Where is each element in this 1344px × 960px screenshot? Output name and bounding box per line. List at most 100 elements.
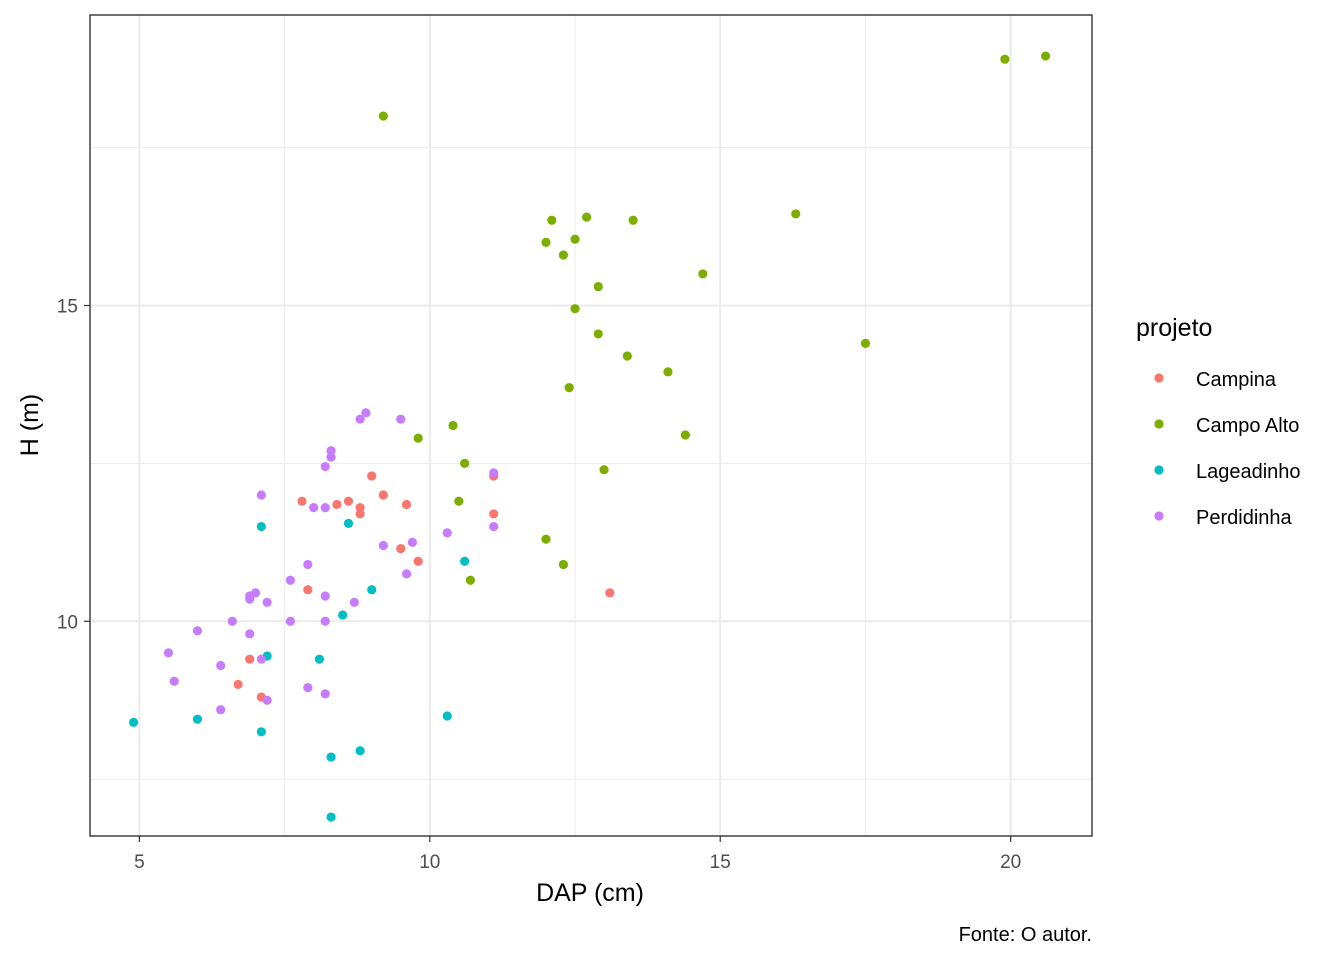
point-campo-alto	[570, 234, 580, 244]
point-campo-alto	[558, 250, 569, 260]
point-campina	[233, 679, 243, 690]
point-lageadinho	[128, 717, 139, 727]
point-campo-alto	[454, 496, 464, 506]
point-perdidinha	[256, 654, 266, 664]
point-perdidinha	[361, 408, 371, 418]
point-perdidinha	[216, 705, 226, 715]
x-tick-label: 20	[1000, 852, 1021, 873]
point-campo-alto	[541, 237, 551, 247]
point-lageadinho	[442, 711, 452, 721]
point-perdidinha	[309, 503, 319, 513]
point-perdidinha	[320, 616, 330, 626]
point-campo-alto	[582, 212, 592, 222]
point-campo-alto	[460, 458, 470, 468]
y-tick-label: 10	[57, 612, 78, 633]
point-campo-alto	[547, 215, 557, 225]
point-perdidinha	[378, 540, 388, 551]
x-tick-label: 10	[419, 852, 440, 873]
point-campo-alto	[593, 329, 603, 339]
legend-title: projeto	[1136, 314, 1212, 342]
point-campo-alto	[541, 534, 551, 544]
point-perdidinha	[262, 695, 272, 705]
point-campina	[367, 471, 377, 481]
point-perdidinha	[303, 559, 313, 570]
point-campo-alto	[564, 383, 574, 393]
point-campina	[355, 503, 365, 513]
point-perdidinha	[320, 461, 330, 472]
point-campo-alto	[465, 575, 476, 585]
point-perdidinha	[303, 682, 313, 693]
point-perdidinha	[489, 468, 499, 478]
point-perdidinha	[250, 588, 261, 598]
point-campina	[343, 496, 354, 506]
point-campo-alto	[1000, 54, 1010, 64]
point-perdidinha	[163, 648, 174, 658]
point-campo-alto	[593, 281, 603, 292]
point-campina	[245, 654, 255, 664]
point-campina	[413, 556, 423, 566]
point-perdidinha	[256, 490, 266, 500]
point-lageadinho	[343, 518, 354, 528]
legend-key-lageadinho	[1154, 465, 1164, 475]
point-lageadinho	[326, 752, 336, 762]
point-perdidinha	[326, 452, 336, 462]
point-perdidinha	[262, 597, 272, 607]
point-perdidinha	[320, 689, 330, 699]
legend-key-campina	[1154, 373, 1164, 383]
point-campina	[605, 588, 615, 598]
point-lageadinho	[192, 714, 203, 724]
point-perdidinha	[442, 528, 452, 538]
point-campo-alto	[698, 269, 708, 279]
point-lageadinho	[256, 521, 266, 532]
point-lageadinho	[355, 746, 365, 756]
point-perdidinha	[245, 629, 255, 639]
point-campo-alto	[628, 215, 638, 225]
point-perdidinha	[326, 446, 336, 456]
point-lageadinho	[338, 610, 348, 620]
point-campo-alto	[860, 338, 871, 348]
point-lageadinho	[314, 654, 325, 664]
point-perdidinha	[401, 569, 412, 579]
panel-background	[90, 15, 1092, 836]
legend-label-perdidinha: Perdidinha	[1196, 507, 1293, 529]
y-tick-label: 15	[57, 297, 78, 318]
plot-panel	[90, 15, 1092, 836]
point-campo-alto	[663, 367, 673, 377]
point-perdidinha	[320, 503, 330, 513]
legend-label-campina: Campina	[1196, 369, 1277, 391]
point-perdidinha	[227, 616, 237, 626]
x-tick-label: 15	[710, 852, 731, 873]
point-perdidinha	[396, 414, 406, 424]
point-campina	[378, 490, 388, 500]
point-campo-alto	[1040, 51, 1051, 61]
point-campina	[489, 509, 499, 519]
legend-key-perdidinha	[1154, 511, 1164, 521]
x-axis-title: DAP (cm)	[536, 879, 644, 907]
legend-key-campo-alto	[1154, 419, 1164, 429]
point-campina	[332, 499, 342, 510]
panel-border	[89, 14, 1093, 837]
legend: projeto Campina Campo Alto Lageadinho Perdi…	[1136, 314, 1301, 529]
point-perdidinha	[320, 591, 330, 601]
point-perdidinha	[349, 597, 359, 607]
point-perdidinha	[285, 616, 295, 626]
y-axis-title: H (m)	[16, 394, 44, 456]
point-lageadinho	[326, 812, 336, 822]
point-lageadinho	[256, 727, 266, 737]
point-campo-alto	[791, 209, 801, 219]
point-campo-alto	[622, 351, 632, 361]
point-campina	[355, 509, 365, 519]
point-campo-alto	[558, 559, 569, 570]
point-lageadinho	[367, 585, 377, 595]
x-tick-label: 5	[134, 852, 145, 873]
point-campo-alto	[378, 111, 388, 121]
point-campo-alto	[413, 433, 423, 443]
point-campina	[396, 544, 406, 554]
point-campo-alto	[599, 465, 609, 475]
point-perdidinha	[216, 660, 226, 671]
point-campo-alto	[680, 430, 690, 440]
axes: 5 10 15 20 10 15	[57, 14, 1093, 873]
point-perdidinha	[169, 676, 179, 686]
caption: Fonte: O autor.	[959, 924, 1092, 946]
